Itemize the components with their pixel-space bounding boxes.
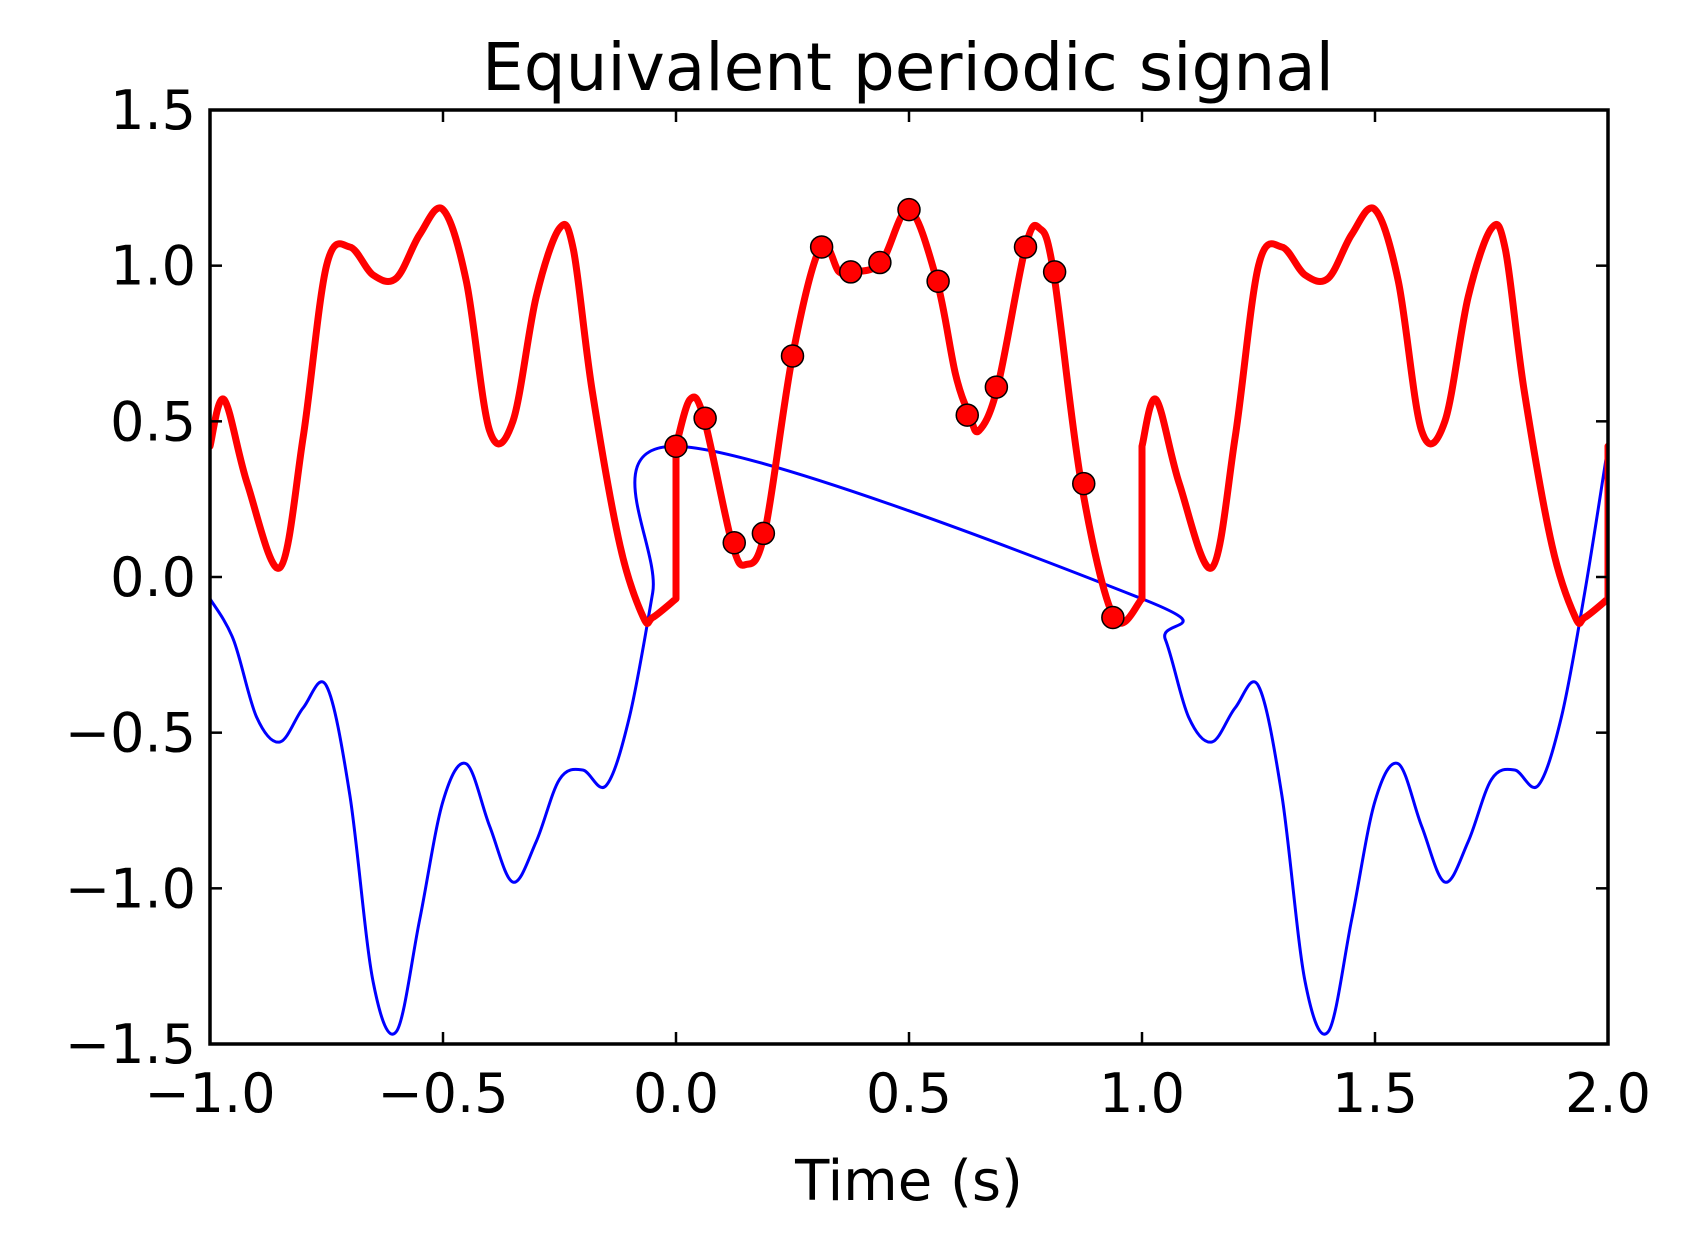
sample-marker bbox=[664, 434, 688, 458]
sample-marker bbox=[1101, 605, 1125, 630]
original-signal-line bbox=[210, 444, 1608, 1036]
marker-layer bbox=[664, 197, 1125, 630]
x-tick-label: 0.0 bbox=[633, 1062, 719, 1125]
sample-marker bbox=[780, 344, 805, 368]
sample-marker bbox=[1042, 260, 1067, 284]
x-tick-label: 1.5 bbox=[1332, 1062, 1418, 1125]
sample-marker bbox=[984, 375, 1009, 399]
sample-marker bbox=[926, 269, 950, 293]
sample-marker bbox=[722, 531, 746, 555]
x-tick-label: 2.0 bbox=[1565, 1062, 1651, 1125]
sample-marker bbox=[751, 521, 776, 546]
sample-marker bbox=[868, 250, 892, 275]
x-axis-label: Time (s) bbox=[794, 1149, 1023, 1214]
y-tick-label: 1.0 bbox=[110, 235, 196, 298]
y-axis: −1.5 −1.0 −0.5 0.0 0.5 1.0 1.5 bbox=[65, 79, 1608, 1076]
sample-marker bbox=[839, 260, 863, 284]
sample-marker bbox=[955, 403, 979, 427]
y-tick-label: 0.5 bbox=[110, 390, 196, 453]
x-axis: −1.0 −0.5 0.0 0.5 1.0 1.5 2.0 bbox=[144, 110, 1651, 1125]
sample-marker bbox=[693, 406, 717, 430]
y-tick-label: 0.0 bbox=[110, 546, 196, 609]
x-tick-label: 1.0 bbox=[1099, 1062, 1185, 1125]
y-tick-label: 1.5 bbox=[110, 79, 196, 142]
sample-marker bbox=[897, 197, 921, 222]
chart-title: Equivalent periodic signal bbox=[482, 29, 1334, 106]
sample-marker bbox=[1072, 471, 1096, 496]
y-tick-label: −1.5 bbox=[65, 1013, 196, 1076]
x-tick-label: −1.0 bbox=[144, 1062, 275, 1125]
sample-marker bbox=[809, 235, 834, 259]
x-tick-label: −0.5 bbox=[377, 1062, 508, 1125]
y-tick-label: −1.0 bbox=[65, 857, 196, 920]
y-tick-label: −0.5 bbox=[65, 702, 196, 765]
x-tick-label: 0.5 bbox=[866, 1062, 952, 1125]
sample-marker bbox=[1013, 235, 1038, 259]
